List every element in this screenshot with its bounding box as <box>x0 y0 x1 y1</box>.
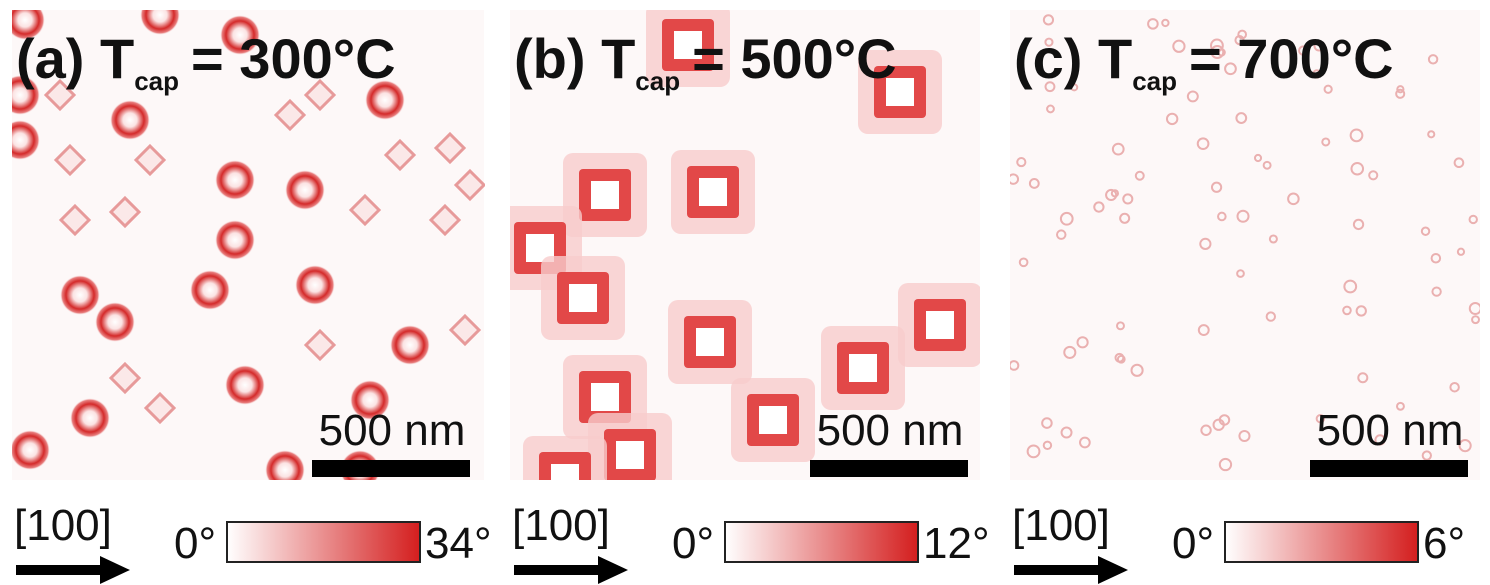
colorbar-max: 34° <box>425 519 492 568</box>
island-top <box>849 354 877 382</box>
island <box>215 160 255 200</box>
island-top <box>699 178 727 206</box>
colorbar <box>725 522 918 562</box>
figure: (a) Tcap= 300°C500 nm[100]0°34°(b) Tcap=… <box>0 0 1490 585</box>
island <box>215 220 255 260</box>
island-top <box>759 406 787 434</box>
panel-title: (c) Tcap = 700°C <box>1014 27 1394 96</box>
title-subscript: cap <box>1132 66 1177 96</box>
title-label: (c) T <box>1014 27 1132 90</box>
island-top <box>591 181 619 209</box>
scale-bar-label: 500 nm <box>817 406 964 455</box>
island <box>295 265 335 305</box>
colorbar-max: 12° <box>923 519 990 568</box>
island <box>60 275 100 315</box>
panel-title: (b) Tcap = 500°C <box>514 27 897 96</box>
scale-bar-label: 500 nm <box>319 406 466 455</box>
title-temperature: = 700°C <box>1189 27 1394 90</box>
direction-label: [100] <box>512 501 610 550</box>
island <box>390 325 430 365</box>
island-top <box>569 284 597 312</box>
island-top <box>551 464 579 492</box>
colorbar-min: 0° <box>672 519 714 568</box>
direction-arrow-head <box>100 556 130 584</box>
island <box>110 100 150 140</box>
scale-bar <box>312 460 470 477</box>
island <box>190 270 230 310</box>
title-subscript: cap <box>134 66 179 96</box>
island <box>225 365 265 405</box>
direction-arrow-head <box>1098 556 1128 584</box>
title-subscript: cap <box>635 66 680 96</box>
title-temperature: = 500°C <box>692 27 897 90</box>
island <box>95 302 135 342</box>
colorbar-max: 6° <box>1423 519 1465 568</box>
scale-bar <box>810 460 968 477</box>
island-top <box>926 311 954 339</box>
title-temperature: = 300°C <box>191 27 396 90</box>
island-top <box>616 441 644 469</box>
direction-label: [100] <box>14 501 112 550</box>
island-top <box>696 328 724 356</box>
colorbar-min: 0° <box>1172 519 1214 568</box>
scale-bar <box>1310 460 1468 477</box>
island <box>10 430 50 470</box>
colorbar-min: 0° <box>174 519 216 568</box>
direction-arrow-head <box>598 556 628 584</box>
island <box>70 398 110 438</box>
colorbar <box>227 522 420 562</box>
panel-title: (a) Tcap = 300°C <box>16 27 396 96</box>
direction-label: [100] <box>1012 501 1110 550</box>
island <box>285 170 325 210</box>
scale-bar-label: 500 nm <box>1317 406 1464 455</box>
title-label: (a) T <box>16 27 134 90</box>
island-top <box>591 383 619 411</box>
island <box>0 120 40 160</box>
island <box>265 450 305 490</box>
title-label: (b) T <box>514 27 635 90</box>
page: {"panels": [ {"label": "(a) T", "subscri… <box>0 0 1490 585</box>
colorbar <box>1225 522 1418 562</box>
